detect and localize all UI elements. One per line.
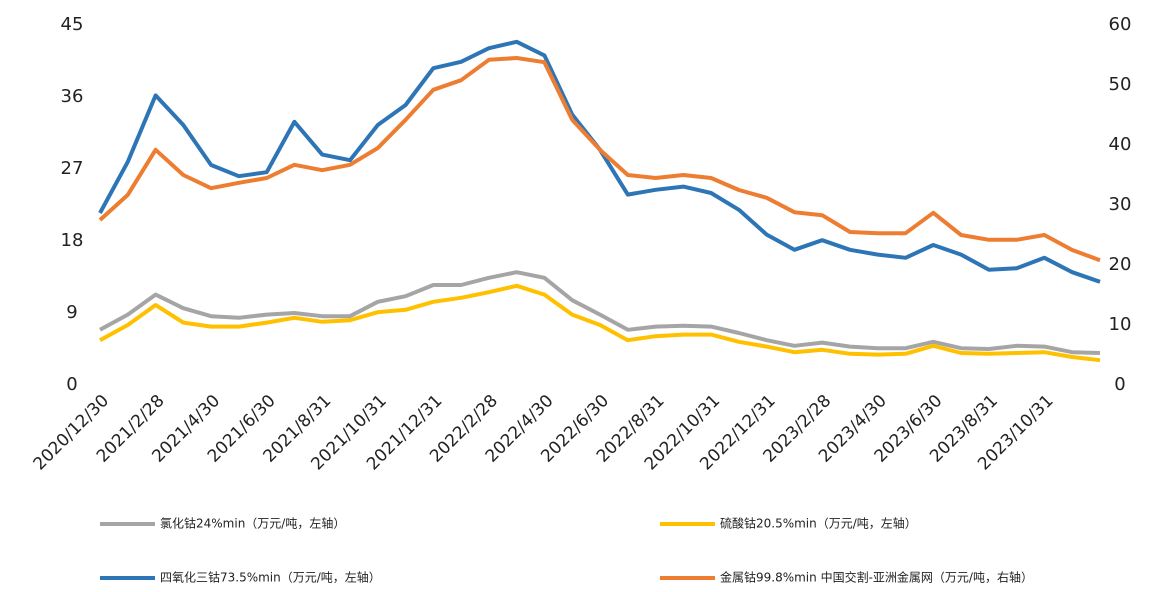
y2-tick-label: 40 [1109, 134, 1132, 155]
y2-tick-label: 50 [1109, 74, 1132, 95]
series-line [98, 56, 1101, 263]
y2-tick-label: 30 [1109, 194, 1132, 215]
y-tick-label: 27 [61, 158, 84, 179]
y-tick-label: 0 [66, 374, 77, 395]
y2-tick-label: 0 [1114, 374, 1125, 395]
series-line [99, 283, 1101, 363]
y-tick-label: 45 [61, 14, 84, 35]
legend-label: 四氧化三钴73.5%min（万元/吨，左轴） [160, 570, 381, 585]
x-tick-label: 2020/12/30 [30, 391, 113, 474]
y2-tick-label: 20 [1109, 254, 1132, 275]
legend-label: 硫酸钴20.5%min（万元/吨，左轴） [720, 516, 917, 531]
y-tick-label: 18 [61, 230, 84, 251]
series-line [99, 270, 1101, 355]
y-tick-label: 36 [61, 86, 84, 107]
legend-label: 氯化钴24%min（万元/吨，左轴） [160, 516, 345, 531]
series-line [98, 39, 1101, 284]
y2-tick-label: 10 [1109, 314, 1132, 335]
y-tick-label: 9 [66, 302, 77, 323]
y2-tick-label: 60 [1109, 14, 1132, 35]
legend-label: 金属钴99.8%min 中国交割-亚洲金属网（万元/吨，右轴） [720, 570, 1033, 585]
